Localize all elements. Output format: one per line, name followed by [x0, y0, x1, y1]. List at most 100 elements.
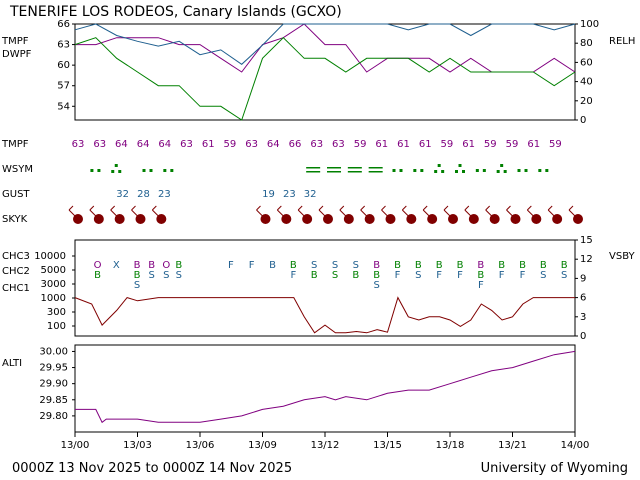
cloud-layer-marker: S: [540, 270, 546, 281]
tmpf-row-value: 59: [354, 139, 367, 150]
rain-dot: [413, 169, 417, 172]
ceiling-ytick-label: 100: [47, 321, 66, 332]
cloud-layer-marker: B: [519, 260, 526, 271]
sky-cover-symbol: [531, 214, 542, 224]
tmpf-row-value: 61: [202, 139, 215, 150]
x-tick-label: 13/03: [123, 440, 152, 451]
series-line-alti: [75, 350, 576, 424]
cloud-layer-marker: B: [561, 260, 568, 271]
rain-dot: [434, 170, 438, 173]
series-line-tmpf: [75, 23, 576, 73]
cloud-layer-marker: O: [162, 260, 170, 271]
wind-barb-flag: [151, 205, 157, 211]
vsby-ytick-label: 3: [580, 312, 586, 323]
wind-barb-flag: [276, 205, 282, 211]
wind-barb-flag: [110, 205, 116, 211]
alti-label: ALTI: [2, 358, 22, 369]
wind-barb-flag: [526, 205, 532, 211]
temp-ytick-label: 63: [57, 40, 70, 51]
fog-symbol: [368, 171, 383, 173]
wind-barb-flag: [68, 205, 74, 211]
rain-dot: [475, 169, 479, 172]
ceiling-ytick-label: 300: [47, 307, 66, 318]
cloud-layer-marker: S: [353, 260, 359, 271]
chc1-label: CHC1: [2, 283, 30, 294]
tmpf-row-value: 61: [527, 139, 540, 150]
x-tick-label: 13/12: [311, 440, 340, 451]
rain-dot: [437, 164, 441, 167]
footer-date-range: 0000Z 13 Nov 2025 to 0000Z 14 Nov 2025: [12, 461, 292, 476]
wind-barb-flag: [360, 205, 366, 211]
vsby-ytick-label: 6: [580, 293, 586, 304]
fog-symbol: [327, 167, 341, 169]
gust-value: 28: [137, 189, 150, 200]
ceiling-ytick-label: 1000: [41, 293, 66, 304]
cloud-layer-marker: B: [394, 260, 401, 271]
cloud-layer-marker: S: [415, 270, 421, 281]
sky-cover-symbol: [281, 214, 292, 224]
series-line-vsby: [74, 296, 575, 334]
series-line-relh: [74, 23, 576, 65]
cloud-layer-marker: S: [134, 280, 140, 291]
chart-title: TENERIFE LOS RODEOS, Canary Islands (GCX…: [9, 4, 342, 20]
wind-barb-flag: [485, 205, 491, 211]
tmpf-row-value: 61: [375, 139, 388, 150]
cloud-layer-marker: B: [269, 260, 276, 271]
wind-barb-flag: [506, 205, 511, 211]
cloud-layer-marker: S: [148, 270, 154, 281]
rain-dot: [97, 169, 101, 172]
sky-cover-symbol: [489, 214, 500, 224]
rain-dot: [142, 169, 146, 172]
sky-cover-symbol: [156, 214, 167, 224]
rain-dot: [441, 170, 445, 173]
rain-dot: [458, 164, 462, 167]
cloud-layer-marker: S: [332, 260, 338, 271]
sky-cover-symbol: [448, 214, 458, 224]
vsby-label: VSBY: [609, 251, 636, 262]
cloud-layer-marker: B: [436, 260, 443, 271]
wsym-label: WSYM: [2, 164, 33, 175]
cloud-layer-marker: B: [477, 260, 484, 271]
temp-ytick-label: 66: [57, 19, 70, 30]
alti-ytick-label: 29.80: [39, 411, 68, 422]
x-tick-label: 13/18: [436, 440, 465, 451]
rain-dot: [455, 170, 458, 173]
cloud-layer-marker: F: [228, 260, 234, 271]
cloud-layer-marker: B: [373, 270, 380, 281]
rain-dot: [482, 169, 486, 172]
gust-label: GUST: [2, 189, 30, 200]
tmpf-row-value: 63: [332, 139, 345, 150]
tmpf-row-label: TMPF: [1, 139, 29, 150]
rain-dot: [500, 164, 504, 167]
cloud-layer-marker: O: [94, 260, 102, 271]
cloud-layer-marker: B: [94, 270, 101, 281]
tmpf-row-value: 64: [115, 139, 128, 150]
skyk-label: SKYK: [2, 214, 28, 225]
cloud-layer-marker: F: [395, 270, 401, 281]
gust-value: 23: [158, 189, 171, 200]
cloud-layer-marker: F: [520, 270, 526, 281]
sky-cover-symbol: [135, 214, 146, 224]
ceiling-ytick-label: 10000: [34, 251, 66, 262]
tmpf-row-value: 63: [180, 139, 193, 150]
footer-source: University of Wyoming: [481, 461, 628, 476]
cloud-layer-marker: B: [134, 270, 141, 281]
cloud-layer-marker: F: [290, 270, 296, 281]
sky-cover-symbol: [573, 214, 583, 224]
gust-value: 23: [283, 189, 296, 200]
tmpf-row-value: 63: [245, 139, 258, 150]
tmpf-row-value: 63: [310, 139, 323, 150]
tmpf-row-value: 66: [289, 139, 302, 150]
gust-value: 32: [304, 189, 317, 200]
rain-dot: [420, 169, 424, 172]
rain-dot: [149, 169, 153, 172]
sky-cover-symbol: [406, 214, 417, 224]
chc3-label: CHC3: [2, 251, 30, 262]
cloud-layer-marker: F: [436, 270, 442, 281]
x-tick-label: 14/00: [561, 440, 590, 451]
tmpf-row-value: 64: [137, 139, 150, 150]
tmpf-label: TMPF: [1, 36, 29, 47]
fog-symbol: [368, 167, 383, 169]
alti-ytick-label: 29.90: [39, 379, 68, 390]
